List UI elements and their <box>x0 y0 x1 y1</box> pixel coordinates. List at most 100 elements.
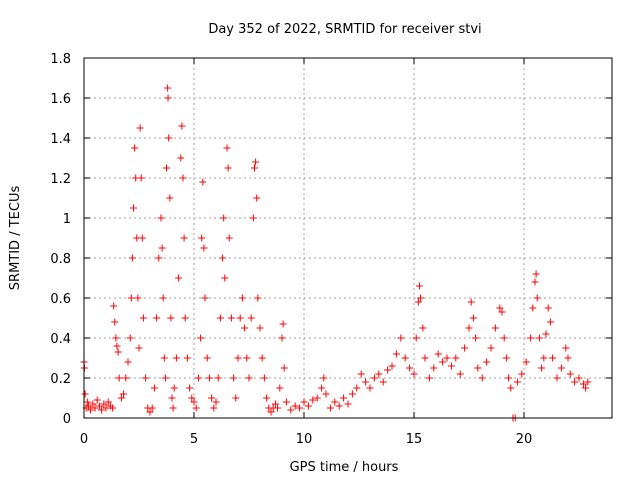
data-point <box>271 400 279 408</box>
data-point <box>397 334 405 342</box>
data-point <box>263 394 271 402</box>
data-point <box>138 234 146 242</box>
data-point <box>165 134 173 142</box>
data-point <box>227 314 235 322</box>
data-point <box>109 404 117 412</box>
data-point <box>110 302 118 310</box>
data-point <box>186 384 194 392</box>
data-point <box>111 318 119 326</box>
data-point <box>161 374 169 382</box>
data-point <box>198 234 206 242</box>
y-tick-label: 1 <box>63 212 71 227</box>
data-point <box>178 122 186 130</box>
data-point <box>113 342 121 350</box>
data-point <box>200 244 208 252</box>
data-point <box>225 234 233 242</box>
data-point <box>192 404 200 412</box>
data-point <box>557 364 565 372</box>
data-point <box>120 390 128 398</box>
data-point <box>344 400 352 408</box>
y-tick-label: 0.6 <box>50 292 71 307</box>
data-point <box>175 274 183 282</box>
data-point <box>201 294 209 302</box>
data-point <box>163 164 170 172</box>
data-point <box>366 384 374 392</box>
data-point <box>498 308 506 316</box>
data-point <box>291 402 299 410</box>
data-point <box>150 384 158 392</box>
data-point <box>166 194 174 202</box>
data-point <box>89 400 97 408</box>
data-point <box>491 324 499 332</box>
data-point <box>251 164 258 172</box>
data-point <box>546 318 554 326</box>
data-point <box>443 354 451 362</box>
data-point <box>194 374 202 382</box>
y-tick-label: 1.4 <box>50 132 71 147</box>
data-point <box>83 398 91 406</box>
x-axis-title: GPS time / hours <box>290 460 399 475</box>
data-point <box>474 364 482 372</box>
data-point <box>348 390 356 398</box>
data-point <box>183 354 191 362</box>
data-point <box>203 354 211 362</box>
data-point <box>318 384 326 392</box>
data-point <box>421 354 429 362</box>
data-point <box>513 378 521 386</box>
data-point <box>362 378 370 386</box>
data-point <box>134 294 142 302</box>
data-point <box>575 374 583 382</box>
data-point <box>130 204 137 212</box>
data-point <box>139 314 147 322</box>
data-point <box>131 144 139 152</box>
data-point <box>170 384 178 392</box>
data-point <box>168 394 176 402</box>
data-point <box>320 374 328 382</box>
data-point <box>447 362 455 370</box>
data-point <box>461 344 469 352</box>
data-point <box>247 314 255 322</box>
data-point <box>434 350 442 358</box>
data-point <box>172 354 180 362</box>
data-point <box>81 390 89 398</box>
data-point <box>84 402 92 410</box>
data-point <box>392 350 400 358</box>
data-point <box>234 354 242 362</box>
data-point <box>258 354 266 362</box>
data-point <box>417 294 425 302</box>
data-point <box>540 354 548 362</box>
data-point <box>505 374 513 382</box>
data-point <box>527 334 535 342</box>
data-point <box>353 384 361 392</box>
data-point <box>199 178 207 186</box>
data-point <box>571 378 579 386</box>
data-point <box>529 304 537 312</box>
data-point <box>205 374 213 382</box>
data-point <box>518 370 526 378</box>
data-point <box>127 294 135 302</box>
data-point <box>115 374 123 382</box>
data-point <box>287 406 295 414</box>
data-point <box>416 282 423 290</box>
data-point <box>538 364 546 372</box>
data-point <box>430 364 438 372</box>
data-point <box>531 278 539 286</box>
data-point <box>335 402 343 410</box>
y-tick-label: 1.6 <box>50 92 71 107</box>
data-point <box>483 358 491 366</box>
x-tick-label: 0 <box>80 432 88 447</box>
y-tick-label: 1.8 <box>50 52 71 67</box>
data-point <box>406 364 414 372</box>
data-point <box>91 404 99 412</box>
data-point <box>496 304 504 312</box>
data-point <box>456 370 464 378</box>
data-point <box>221 274 229 282</box>
x-tick-label: 15 <box>406 432 423 447</box>
data-point <box>224 164 232 172</box>
chart-title: Day 352 of 2022, SRMTID for receiver stv… <box>208 22 481 37</box>
data-point <box>401 354 409 362</box>
data-point <box>260 374 268 382</box>
data-point <box>197 334 205 342</box>
data-point <box>500 334 508 342</box>
